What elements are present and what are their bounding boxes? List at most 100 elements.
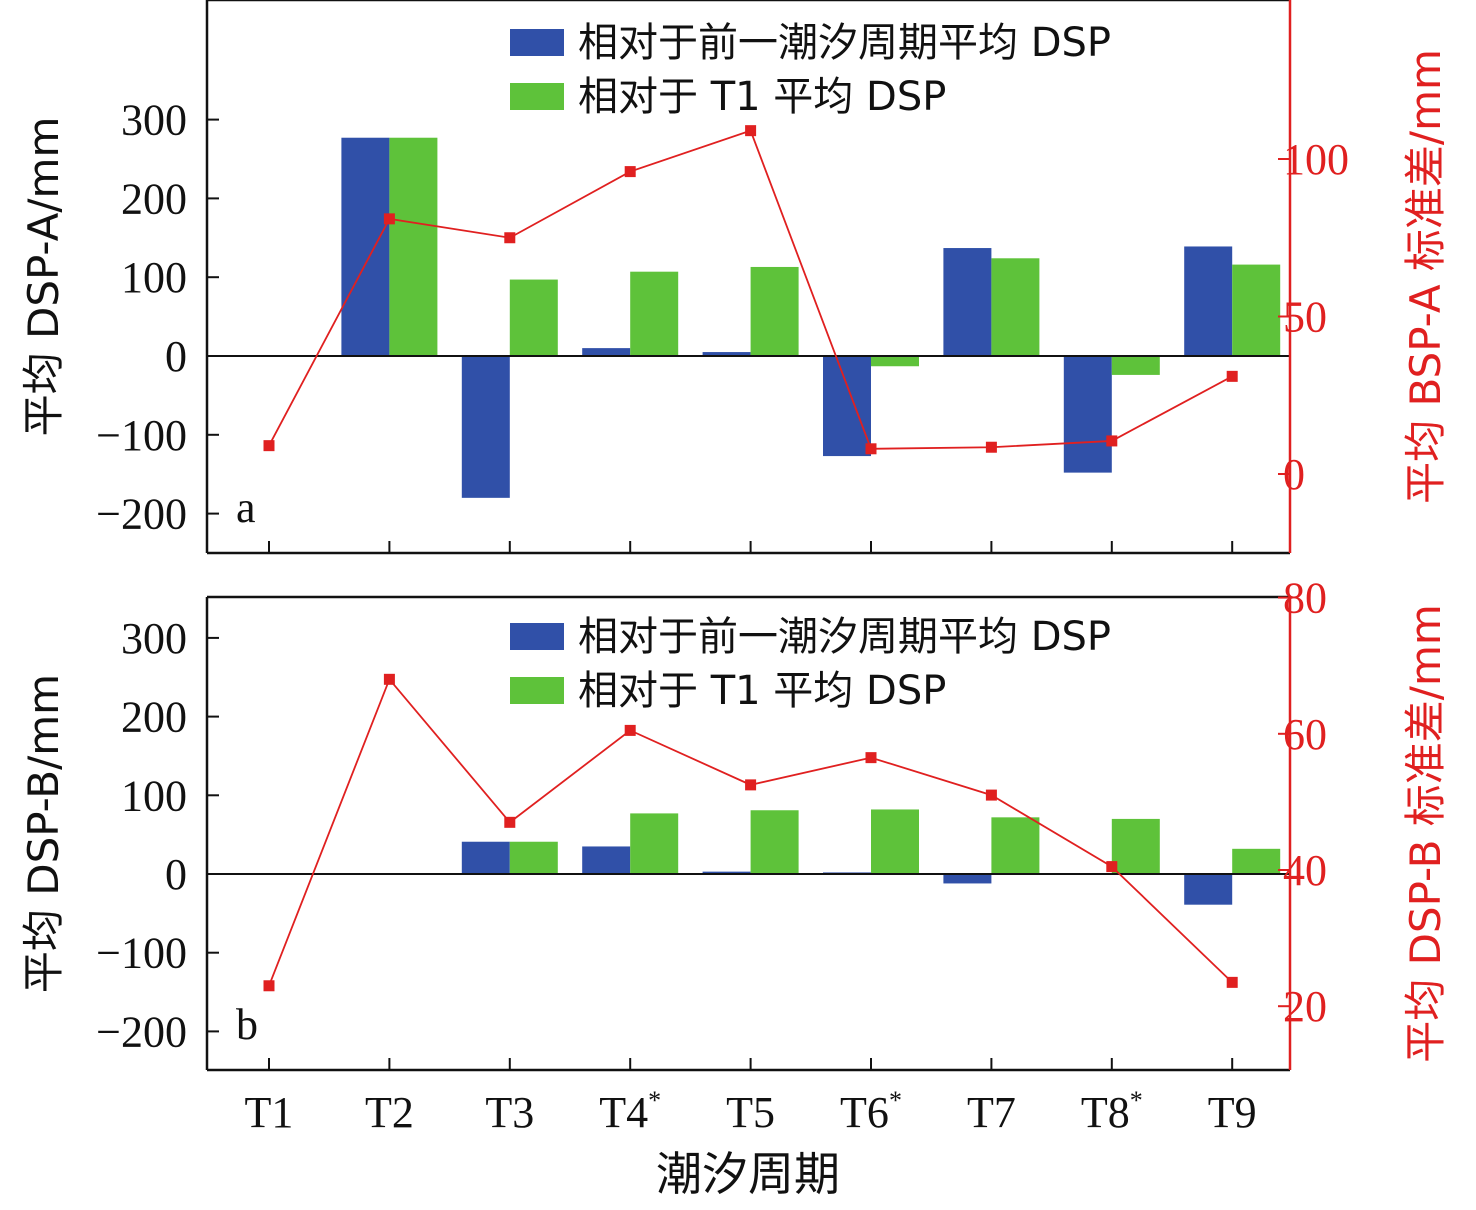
bar-a-s1-T8	[1063, 356, 1112, 473]
legend-swatch-2	[510, 83, 564, 110]
x-tick-text: T3	[485, 1088, 534, 1137]
std-marker-b-T5	[745, 779, 757, 791]
y-tick-label: 100	[121, 253, 187, 302]
x-tick-text: T2	[365, 1088, 414, 1137]
y-tick-label: −200	[96, 1007, 187, 1056]
legend-swatch-2	[510, 677, 564, 704]
bar-a-s2-T7	[991, 258, 1040, 356]
x-tick-label-T5: T5	[726, 1088, 775, 1137]
std-marker-b-T9	[1226, 976, 1238, 988]
x-tick-label-T3: T3	[485, 1088, 534, 1137]
std-marker-b-T4	[624, 724, 636, 736]
x-tick-label-T4: T4*	[599, 1086, 661, 1137]
std-marker-a-T9	[1226, 370, 1238, 382]
x-tick-label-T1: T1	[245, 1088, 294, 1137]
bar-b-s1-T4	[582, 846, 631, 874]
std-marker-a-T4	[624, 166, 636, 178]
bar-a-s2-T5	[750, 266, 799, 356]
legend-swatch-1	[510, 623, 564, 650]
x-tick-text: T7	[967, 1088, 1016, 1137]
bar-a-s1-T9	[1184, 246, 1233, 356]
bar-a-s2-T4	[630, 271, 679, 356]
std-marker-b-T2	[383, 673, 395, 685]
x-tick-label-T2: T2	[365, 1088, 414, 1137]
y-tick-label: 100	[121, 771, 187, 820]
x-tick-superscript: *	[889, 1086, 902, 1115]
std-marker-b-T1	[263, 980, 275, 992]
bar-a-s1-T4	[582, 348, 631, 356]
bar-a-s2-T2	[389, 137, 438, 356]
x-tick-text: T5	[726, 1088, 775, 1137]
legend-a: 相对于前一潮汐周期平均 DSP 相对于 T1 平均 DSP	[510, 20, 1111, 120]
y-tick-label: 200	[121, 174, 187, 223]
y2-tick-label: 0	[1283, 450, 1305, 499]
bar-b-s1-T3	[461, 841, 510, 874]
bar-a-s1-T6	[823, 356, 871, 457]
legend-label-2: 相对于 T1 平均 DSP	[578, 668, 946, 714]
x-tick-text: T6	[840, 1088, 889, 1137]
x-axis-title: 潮汐周期	[656, 1147, 840, 1201]
bar-b-s2-T8	[1111, 818, 1160, 874]
x-tick-text: T8	[1081, 1088, 1130, 1137]
bar-a-s1-T2	[341, 137, 390, 356]
legend-label-2: 相对于 T1 平均 DSP	[578, 74, 946, 120]
y2-tick-label: 100	[1283, 135, 1349, 184]
x-tick-superscript: *	[648, 1086, 661, 1115]
x-tick-label-T8: T8*	[1081, 1086, 1143, 1137]
x-tick-text: T9	[1208, 1088, 1257, 1137]
x-tick-superscript: *	[1130, 1086, 1143, 1115]
y2-tick-label: 20	[1283, 982, 1327, 1031]
std-marker-a-T1	[263, 440, 275, 452]
y2-axis-label: 平均 DSP-B 标准差/mm	[1401, 604, 1450, 1063]
y-tick-label: 300	[121, 96, 187, 145]
legend-b: 相对于前一潮汐周期平均 DSP 相对于 T1 平均 DSP	[510, 614, 1111, 714]
legend-label-1: 相对于前一潮汐周期平均 DSP	[578, 20, 1111, 66]
y-tick-label: 0	[165, 332, 187, 381]
y-tick-label: 0	[165, 850, 187, 899]
bar-a-s2-T8	[1111, 356, 1160, 375]
chart-panel-b: −200 −100 0 100 200 300 20 40 60 80 相对于前一潮汐周期平均 DS…	[19, 574, 1450, 1072]
std-marker-a-T8	[1106, 435, 1118, 447]
bar-a-s2-T6	[871, 356, 919, 367]
std-marker-b-T7	[985, 789, 997, 801]
y2-tick-label: 50	[1283, 293, 1327, 342]
y2-axis-label: 平均 BSP-A 标准差/mm	[1401, 49, 1450, 504]
y-tick-label: 300	[121, 614, 187, 663]
x-tick-label-T7: T7	[967, 1088, 1016, 1137]
std-marker-a-T2	[383, 213, 395, 225]
bar-a-s1-T7	[943, 248, 992, 356]
std-marker-b-T3	[504, 816, 516, 828]
bar-a-s2-T3	[509, 279, 558, 356]
bar-a-s1-T5	[702, 352, 751, 356]
x-tick-label-T6: T6*	[840, 1086, 902, 1137]
bar-b-s1-T5	[702, 871, 751, 874]
panel-label: b	[236, 1000, 258, 1049]
y-tick-label: 200	[121, 693, 187, 742]
x-tick-label-T9: T9	[1208, 1088, 1257, 1137]
y-tick-label: −200	[96, 490, 187, 539]
bar-b-s1-T7	[943, 874, 992, 884]
y2-tick-label: 40	[1283, 846, 1327, 895]
bar-b-s2-T9	[1232, 848, 1281, 874]
legend-swatch-1	[510, 29, 564, 56]
std-marker-a-T7	[985, 441, 997, 453]
bar-b-s2-T4	[630, 813, 679, 874]
bar-b-s2-T6	[871, 809, 919, 874]
y-tick-label: −100	[96, 411, 187, 460]
legend-label-1: 相对于前一潮汐周期平均 DSP	[578, 614, 1111, 660]
bar-b-s2-T5	[750, 810, 799, 874]
y-tick-label: −100	[96, 929, 187, 978]
y-axis-label: 平均 DSP-B/mm	[19, 674, 68, 993]
bar-b-s2-T7	[991, 817, 1040, 874]
std-marker-b-T8	[1106, 861, 1118, 873]
panel-label: a	[236, 483, 256, 532]
std-marker-b-T6	[865, 752, 877, 764]
std-marker-a-T3	[504, 232, 516, 244]
y2-tick-label: 80	[1283, 574, 1327, 623]
y-axis-label: 平均 DSP-A/mm	[19, 117, 68, 437]
bar-b-s2-T3	[509, 841, 558, 874]
std-marker-a-T5	[745, 125, 757, 137]
